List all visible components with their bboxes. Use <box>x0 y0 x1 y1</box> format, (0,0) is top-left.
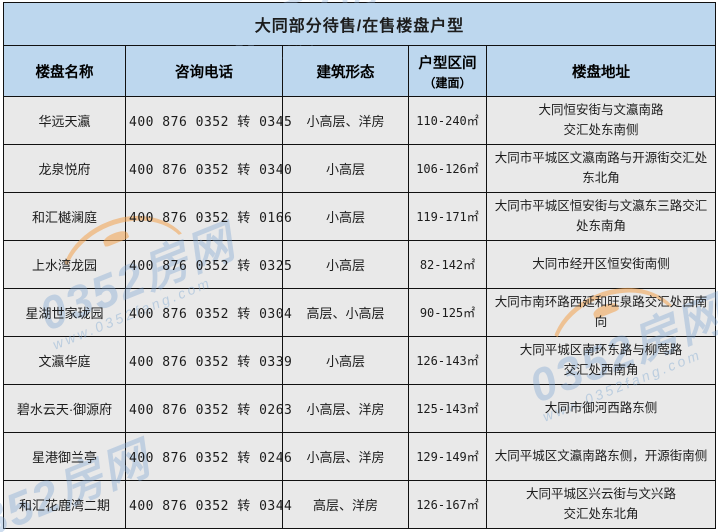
cell-address: 大同平城区南环东路与柳莺路 交汇处西南角 <box>485 336 717 385</box>
table-row: 碧水云天·御源府 400 876 0352 转 0263 小高层、洋房 125-… <box>3 384 717 433</box>
cell-phone: 400 876 0352 转 0340 <box>125 144 292 193</box>
cell-address: 大同平城区兴云街与文兴路 交汇处东北角 <box>485 480 717 529</box>
cell-building-form: 小高层 <box>282 240 409 289</box>
cell-project-name: 上水湾龙园 <box>3 240 126 289</box>
cell-building-form: 高层、洋房 <box>282 480 409 529</box>
cell-address: 大同市御河西路东侧 <box>485 384 717 433</box>
cell-building-form: 小高层、洋房 <box>282 96 409 145</box>
cell-phone: 400 876 0352 转 0339 <box>125 336 292 385</box>
cell-area-range: 126-143㎡ <box>408 336 487 385</box>
table-row: 星港御兰亭 400 876 0352 转 0246 小高层、洋房 129-149… <box>3 432 717 481</box>
page-title: 大同部分待售/在售楼盘户型 <box>2 2 717 46</box>
cell-area-range: 129-149㎡ <box>408 432 487 481</box>
cell-project-name: 星港御兰亭 <box>3 432 126 481</box>
cell-building-form: 高层、小高层 <box>282 288 409 337</box>
header-name: 楼盘名称 <box>3 45 126 97</box>
cell-address: 大同市经开区恒安街南侧 <box>485 240 717 289</box>
cell-phone: 400 876 0352 转 0344 <box>125 480 292 529</box>
header-area-range: 户型区间 （建面） <box>408 45 487 97</box>
cell-building-form: 小高层、洋房 <box>282 432 409 481</box>
cell-project-name: 星湖世家珑园 <box>3 288 126 337</box>
cell-building-form: 小高层 <box>282 192 409 241</box>
cell-phone: 400 876 0352 转 0325 <box>125 240 292 289</box>
cell-phone: 400 876 0352 转 0345 <box>125 96 292 145</box>
cell-project-name: 文瀛华庭 <box>3 336 126 385</box>
cell-area-range: 110-240㎡ <box>408 96 487 145</box>
cell-phone: 400 876 0352 转 0304 <box>125 288 292 337</box>
cell-address: 大同市平城区文瀛南路与开源街交汇处 东北角 <box>485 144 717 193</box>
header-address: 楼盘地址 <box>485 45 717 97</box>
cell-project-name: 和汇樾澜庭 <box>3 192 126 241</box>
table-row: 文瀛华庭 400 876 0352 转 0339 小高层 126-143㎡ 大同… <box>3 336 717 385</box>
table-row: 华远天瀛 400 876 0352 转 0345 小高层、洋房 110-240㎡… <box>3 96 717 145</box>
table-row: 和汇花鹿湾二期 400 876 0352 转 0344 高层、洋房 126-16… <box>3 480 717 529</box>
table-row: 和汇樾澜庭 400 876 0352 转 0166 小高层 119-171㎡ 大… <box>3 192 717 241</box>
header-building-form: 建筑形态 <box>282 45 409 97</box>
cell-project-name: 龙泉悦府 <box>3 144 126 193</box>
table-row: 龙泉悦府 400 876 0352 转 0340 小高层 106-126㎡ 大同… <box>3 144 717 193</box>
cell-address: 大同平城区文瀛南路东侧，开源街南侧 <box>485 432 717 481</box>
cell-area-range: 82-142㎡ <box>408 240 487 289</box>
cell-area-range: 106-126㎡ <box>408 144 487 193</box>
table-row: 星湖世家珑园 400 876 0352 转 0304 高层、小高层 90-125… <box>3 288 717 337</box>
header-phone: 咨询电话 <box>125 45 283 97</box>
cell-area-range: 125-143㎡ <box>408 384 487 433</box>
cell-phone: 400 876 0352 转 0166 <box>125 192 292 241</box>
table-header-row: 楼盘名称 咨询电话 建筑形态 户型区间 （建面） 楼盘地址 <box>3 45 717 97</box>
cell-project-name: 碧水云天·御源府 <box>3 384 126 433</box>
cell-phone: 400 876 0352 转 0246 <box>125 432 292 481</box>
cell-building-form: 小高层 <box>282 144 409 193</box>
cell-area-range: 126-167㎡ <box>408 480 487 529</box>
cell-area-range: 119-171㎡ <box>408 192 487 241</box>
cell-project-name: 和汇花鹿湾二期 <box>3 480 126 529</box>
cell-address: 大同恒安街与文瀛南路 交汇处东南侧 <box>485 96 717 145</box>
cell-project-name: 华远天瀛 <box>3 96 126 145</box>
cell-building-form: 小高层 <box>282 336 409 385</box>
table-row: 上水湾龙园 400 876 0352 转 0325 小高层 82-142㎡ 大同… <box>3 240 717 289</box>
header-area-range-line2: （建面） <box>423 75 472 90</box>
table-title-row: 大同部分待售/在售楼盘户型 <box>2 2 717 46</box>
cell-address: 大同市南环路西延和旺泉路交汇处西南 向 <box>485 288 717 337</box>
header-area-range-line1: 户型区间 <box>418 55 477 72</box>
cell-address: 大同市平城区恒安街与文瀛东三路交汇 处东南角 <box>485 192 717 241</box>
cell-phone: 400 876 0352 转 0263 <box>125 384 292 433</box>
cell-building-form: 小高层、洋房 <box>282 384 409 433</box>
cell-area-range: 90-125㎡ <box>408 288 487 337</box>
